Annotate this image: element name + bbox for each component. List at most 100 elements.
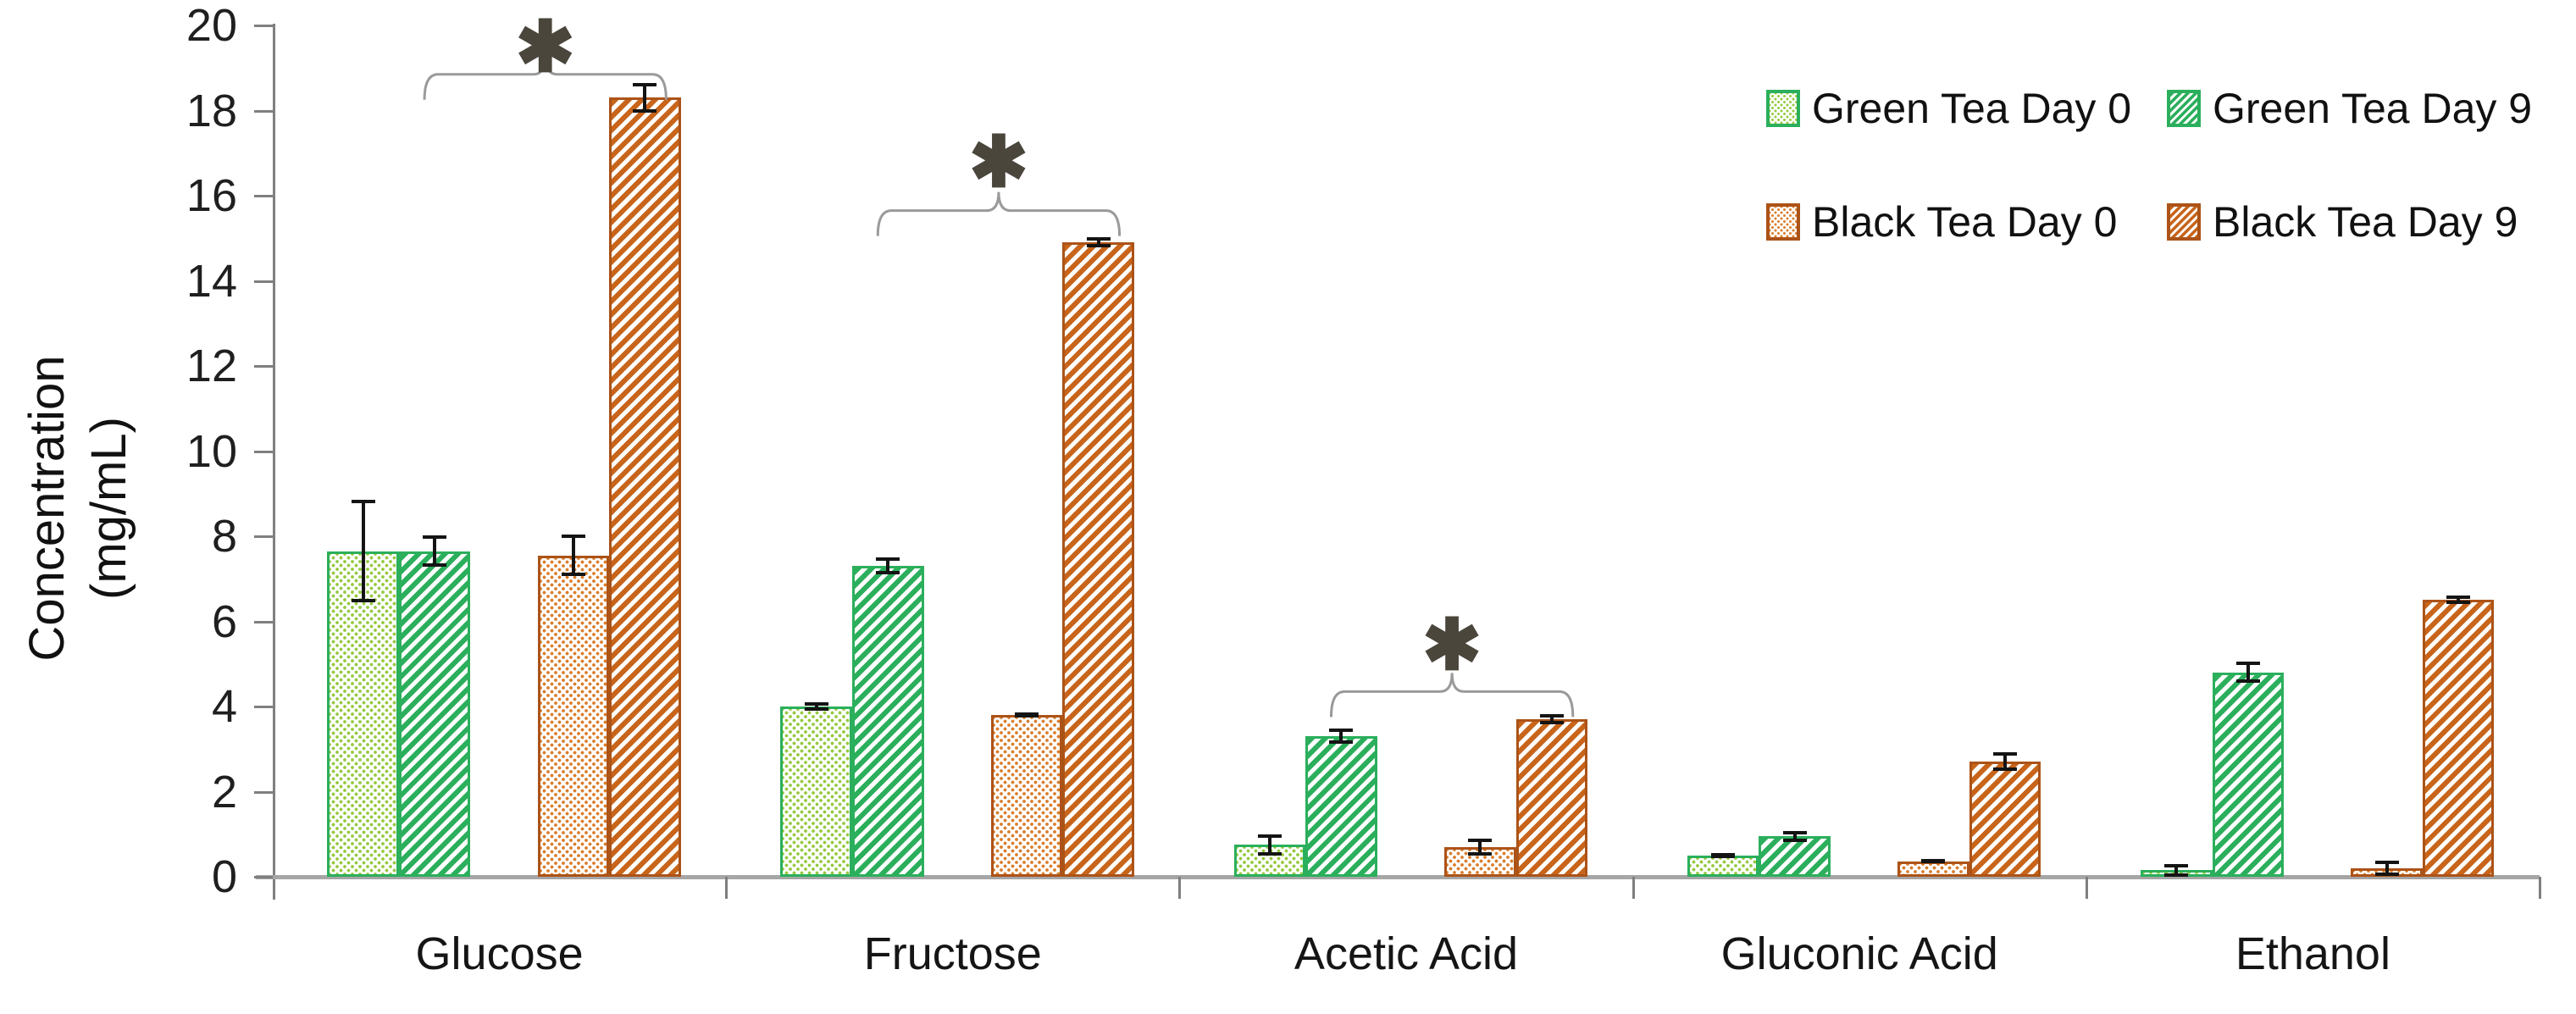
- error-bar: [1539, 714, 1564, 725]
- error-bar-line: [814, 701, 818, 712]
- y-axis-line: [273, 24, 275, 900]
- y-axis-tick: [254, 706, 273, 708]
- legend-label: Green Tea Day 0: [1812, 85, 2132, 132]
- x-axis-tick: [2085, 877, 2088, 899]
- legend-item: Black Tea Day 9: [2167, 198, 2518, 246]
- y-axis-tick: [254, 790, 273, 794]
- legend-swatch-dots: [1766, 203, 1800, 241]
- error-bar: [1015, 712, 1039, 718]
- error-bar-line: [2385, 860, 2389, 876]
- error-bar-cap-bottom: [804, 707, 828, 712]
- error-bar-cap-bottom: [876, 571, 900, 575]
- legend-label: Green Tea Day 9: [2213, 85, 2533, 132]
- y-axis-tick: [254, 450, 273, 453]
- error-bar: [633, 82, 657, 113]
- error-bar-cap-bottom: [2235, 679, 2260, 684]
- error-bar-line: [1478, 838, 1482, 856]
- x-axis-tick: [2539, 877, 2541, 899]
- x-axis-tick: [1178, 877, 1182, 899]
- error-bar-cap-top: [2446, 596, 2471, 600]
- y-tick-label: 16: [186, 170, 237, 221]
- error-bar-line: [2246, 662, 2250, 684]
- error-bar: [804, 701, 828, 712]
- error-bar-cap-top: [633, 82, 657, 86]
- x-category-label: Ethanol: [2235, 928, 2390, 979]
- error-bar-cap-top: [1539, 714, 1564, 718]
- error-bar: [2235, 662, 2260, 684]
- error-bar-line: [433, 535, 437, 568]
- y-axis-title-line1: Concentration: [19, 355, 75, 662]
- y-tick-label: 0: [211, 851, 237, 902]
- error-bar: [561, 535, 585, 576]
- legend-swatch-hatch: [2167, 203, 2201, 241]
- bar-green-tea-day-0: [327, 551, 399, 877]
- legend-swatch-hatch: [2167, 90, 2201, 127]
- error-bar: [2164, 863, 2189, 877]
- error-bar-cap-top: [1015, 712, 1039, 717]
- error-bar-cap-bottom: [1711, 854, 1736, 858]
- error-bar-line: [2457, 596, 2461, 605]
- bar-green-tea-day-9: [398, 551, 471, 877]
- error-bar: [1086, 237, 1111, 248]
- y-tick-label: 20: [186, 0, 237, 51]
- error-bar-line: [886, 557, 890, 575]
- error-bar-cap-bottom: [2374, 872, 2399, 876]
- error-bar-line: [361, 500, 365, 602]
- bar-green-tea-day-0: [780, 706, 852, 877]
- error-bar-cap-top: [561, 535, 585, 539]
- x-axis-tick: [725, 877, 728, 899]
- error-bar-line: [1096, 237, 1100, 248]
- error-bar-cap-bottom: [2446, 601, 2471, 605]
- error-bar-cap-bottom: [423, 563, 447, 568]
- x-category-label: Gluconic Acid: [1720, 928, 1998, 979]
- legend-item: Green Tea Day 0: [1766, 85, 2131, 132]
- error-bar: [1257, 834, 1282, 856]
- error-bar: [351, 500, 375, 602]
- error-bar-cap-bottom: [1015, 714, 1039, 718]
- bar-black-tea-day-9: [1969, 762, 2041, 877]
- y-axis-tick: [254, 535, 273, 538]
- error-bar-cap-bottom: [2164, 873, 2189, 877]
- bar-black-tea-day-9: [1062, 242, 1134, 877]
- legend-label: Black Tea Day 9: [2213, 198, 2518, 246]
- error-bar: [1329, 729, 1354, 745]
- error-bar: [1782, 830, 1807, 842]
- error-bar: [1921, 859, 1946, 864]
- significance-asterisk: ✱: [968, 121, 1029, 202]
- y-axis-tick: [254, 195, 273, 197]
- error-bar-line: [2003, 752, 2007, 772]
- bar-green-tea-day-9: [2212, 672, 2285, 877]
- y-axis-tick: [254, 109, 273, 113]
- error-bar-cap-bottom: [561, 572, 585, 576]
- error-bar-cap-bottom: [1782, 838, 1807, 842]
- error-bar-cap-bottom: [1468, 851, 1493, 856]
- error-bar-cap-top: [1329, 729, 1354, 733]
- legend-item: Black Tea Day 0: [1766, 198, 2117, 246]
- x-category-label: Glucose: [415, 928, 584, 979]
- bar-black-tea-day-0: [990, 715, 1063, 877]
- error-bar-cap-bottom: [1086, 244, 1111, 248]
- bar-black-tea-day-9: [609, 97, 681, 877]
- error-bar-cap-top: [2164, 863, 2189, 867]
- error-bar-line: [1792, 830, 1797, 842]
- legend-swatch-dots: [1766, 90, 1800, 127]
- y-tick-label: 12: [186, 341, 237, 391]
- y-tick-label: 18: [186, 85, 237, 136]
- bar-green-tea-day-9: [1305, 736, 1377, 877]
- error-bar: [1711, 852, 1736, 858]
- legend-label: Black Tea Day 0: [1812, 198, 2118, 246]
- y-tick-label: 2: [211, 766, 237, 817]
- y-axis-tick: [254, 365, 273, 368]
- error-bar-cap-bottom: [633, 109, 657, 113]
- error-bar-cap-top: [1257, 834, 1282, 838]
- bar-green-tea-day-9: [1759, 836, 1831, 877]
- error-bar-cap-bottom: [1539, 721, 1564, 725]
- error-bar: [2446, 596, 2471, 605]
- x-category-label: Fructose: [863, 928, 1042, 979]
- y-axis-tick: [254, 25, 273, 27]
- y-tick-label: 14: [186, 255, 237, 307]
- x-axis-tick: [1631, 877, 1635, 899]
- significance-asterisk: ✱: [1421, 605, 1482, 685]
- bar-black-tea-day-0: [1897, 861, 1969, 877]
- legend-item: Green Tea Day 9: [2167, 85, 2532, 132]
